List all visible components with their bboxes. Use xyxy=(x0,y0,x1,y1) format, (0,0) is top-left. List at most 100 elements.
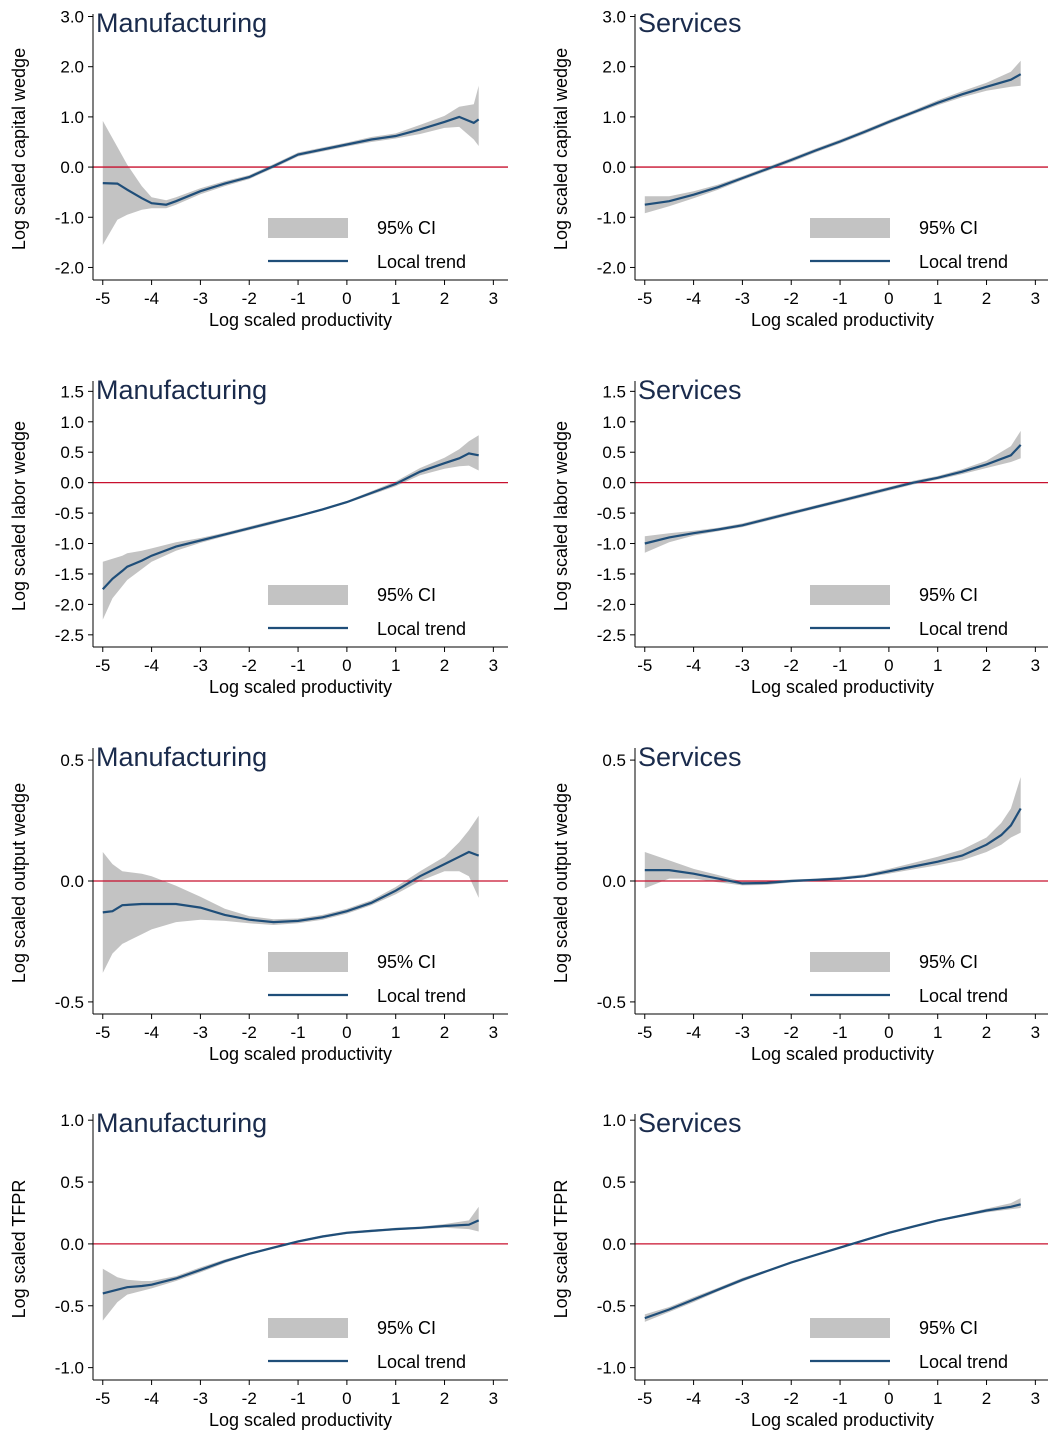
y-tick-label: -0.5 xyxy=(597,1297,626,1316)
x-tick-label: -5 xyxy=(95,656,110,675)
legend-ci-swatch xyxy=(268,585,348,605)
y-tick-label: -0.5 xyxy=(55,1297,84,1316)
y-axis-title: Log scaled capital wedge xyxy=(9,48,29,250)
y-tick-label: 0.0 xyxy=(602,872,626,891)
x-tick-label: -5 xyxy=(95,1023,110,1042)
y-tick-label: 0.5 xyxy=(602,751,626,770)
y-tick-label: 1.0 xyxy=(60,108,84,127)
x-tick-label: 3 xyxy=(1031,656,1040,675)
x-tick-label: -4 xyxy=(144,1023,159,1042)
x-tick-label: 1 xyxy=(933,1023,942,1042)
y-tick-label: -0.5 xyxy=(597,993,626,1012)
y-tick-label: -1.0 xyxy=(597,535,626,554)
trend-line xyxy=(102,850,480,924)
ci-band xyxy=(102,815,479,973)
ci-band xyxy=(102,1206,479,1321)
legend-ci-swatch xyxy=(268,218,348,238)
x-tick-label: -2 xyxy=(242,656,257,675)
legend: 95% CI Local trend xyxy=(810,952,1008,1006)
x-tick-label: -4 xyxy=(686,656,701,675)
y-axis-title: Log scaled TFPR xyxy=(551,1180,571,1319)
y-axis-title: Log scaled labor wedge xyxy=(551,421,571,611)
x-tick-label: 2 xyxy=(440,289,449,308)
x-tick-label: 0 xyxy=(342,656,351,675)
panel-5: 0.5 0.0 -0.5 -5 -4 -3 -2 -1 0 1 2 3 Log scaled produ… xyxy=(9,742,508,1064)
x-tick-label: -5 xyxy=(637,1389,652,1408)
y-axis-title: Log scaled TFPR xyxy=(9,1180,29,1319)
x-axis-title: Log scaled productivity xyxy=(209,1410,392,1430)
legend-ci-swatch xyxy=(810,1318,890,1338)
legend-trend-label: Local trend xyxy=(919,619,1008,639)
legend: 95% CI Local trend xyxy=(268,1318,466,1372)
x-tick-label: -1 xyxy=(832,656,847,675)
x-tick-label: -3 xyxy=(735,289,750,308)
x-tick-label: 2 xyxy=(982,1389,991,1408)
trend-line xyxy=(101,452,479,590)
trend-line xyxy=(644,73,1022,206)
legend-ci-label: 95% CI xyxy=(919,952,978,972)
x-tick-label: -5 xyxy=(95,289,110,308)
legend-ci-label: 95% CI xyxy=(377,218,436,238)
y-tick-label: -1.0 xyxy=(597,1359,626,1378)
x-axis-title: Log scaled productivity xyxy=(751,310,934,330)
y-tick-label: 0.0 xyxy=(60,1235,84,1254)
panel-8: 1.0 0.5 0.0 -0.5 -1.0 -5 -4 -3 -2 -1 0 1 2 3 Log scale… xyxy=(551,1108,1048,1430)
y-axis-title: Log scaled labor wedge xyxy=(9,421,29,611)
x-tick-label: 0 xyxy=(342,1023,351,1042)
x-tick-label: 3 xyxy=(489,1389,498,1408)
x-tick-label: -1 xyxy=(290,289,305,308)
legend-ci-swatch xyxy=(810,218,890,238)
x-tick-label: 0 xyxy=(342,289,351,308)
x-tick-label: -5 xyxy=(637,289,652,308)
panel-4: 1.5 1.0 0.5 0.0 -0.5 -1.0 -1.5 -2.0 -2.5 -5 -4 -3 -2… xyxy=(551,375,1048,697)
x-tick-label: 1 xyxy=(933,289,942,308)
x-tick-label: 0 xyxy=(884,656,893,675)
x-tick-label: -4 xyxy=(686,289,701,308)
x-tick-label: -3 xyxy=(193,289,208,308)
x-tick-label: -3 xyxy=(735,656,750,675)
y-tick-label: 1.0 xyxy=(602,1111,626,1130)
x-tick-label: -1 xyxy=(832,289,847,308)
legend-ci-swatch xyxy=(268,1318,348,1338)
x-tick-label: -2 xyxy=(242,1389,257,1408)
y-tick-label: -2.5 xyxy=(597,626,626,645)
y-tick-label: -1.0 xyxy=(55,208,84,227)
y-axis-title: Log scaled output wedge xyxy=(9,783,29,983)
ci-band xyxy=(644,60,1021,214)
panel-title: Manufacturing xyxy=(96,1108,267,1138)
y-tick-label: 1.0 xyxy=(60,413,84,432)
legend-ci-label: 95% CI xyxy=(919,585,978,605)
panel-2: 3.0 2.0 1.0 0.0 -1.0 -2.0 -5 -4 -3 -2 -1 0 1 2 3 Log sc… xyxy=(551,8,1048,330)
x-tick-label: -1 xyxy=(290,656,305,675)
x-tick-label: -3 xyxy=(193,1023,208,1042)
trend-line xyxy=(102,115,480,206)
y-tick-label: -2.5 xyxy=(55,626,84,645)
x-tick-label: 2 xyxy=(982,656,991,675)
y-tick-label: 0.0 xyxy=(602,158,626,177)
x-axis-title: Log scaled productivity xyxy=(751,1044,934,1064)
y-tick-label: 1.0 xyxy=(60,1111,84,1130)
x-tick-label: -2 xyxy=(784,1389,799,1408)
x-tick-label: -1 xyxy=(832,1389,847,1408)
y-tick-label: 0.5 xyxy=(60,751,84,770)
x-tick-label: -4 xyxy=(686,1389,701,1408)
y-tick-label: 0.5 xyxy=(60,443,84,462)
y-tick-label: -2.0 xyxy=(597,258,626,277)
x-tick-label: 0 xyxy=(884,1023,893,1042)
x-axis-title: Log scaled productivity xyxy=(209,310,392,330)
panel-title: Manufacturing xyxy=(96,742,267,772)
trend-line xyxy=(644,807,1022,885)
x-tick-label: 1 xyxy=(933,1389,942,1408)
y-tick-label: -0.5 xyxy=(597,504,626,523)
x-tick-label: -3 xyxy=(193,1389,208,1408)
x-tick-label: -5 xyxy=(637,656,652,675)
panel-title: Services xyxy=(638,375,742,405)
x-tick-label: 3 xyxy=(489,1023,498,1042)
x-tick-label: -1 xyxy=(290,1389,305,1408)
panel-title: Manufacturing xyxy=(96,8,267,38)
y-tick-label: 1.0 xyxy=(602,108,626,127)
y-tick-label: -2.0 xyxy=(55,595,84,614)
x-tick-label: -3 xyxy=(735,1023,750,1042)
x-tick-label: -4 xyxy=(144,289,159,308)
x-tick-label: -1 xyxy=(290,1023,305,1042)
